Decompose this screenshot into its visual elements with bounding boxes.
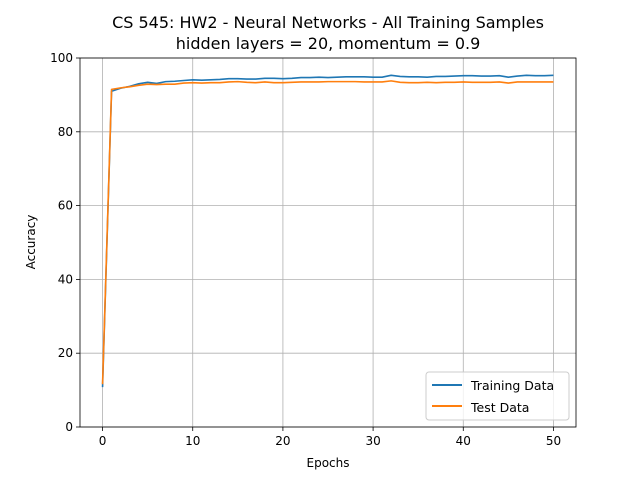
axis-ticks: 0 10 20 30 40 50 0 20 40 60 80 100: [50, 51, 561, 448]
training-data-line: [101, 74, 554, 388]
legend: Training Data Test Data: [425, 371, 570, 421]
x-tick-label: 40: [456, 434, 471, 448]
y-tick-label: 60: [58, 199, 73, 213]
y-tick-label: 100: [50, 51, 73, 65]
y-tick-label: 20: [58, 346, 73, 360]
x-tick-label: 10: [185, 434, 200, 448]
y-tick-label: 40: [58, 272, 73, 286]
x-tick-label: 0: [99, 434, 107, 448]
x-axis-label: Epochs: [307, 456, 350, 470]
test-data-line: [101, 80, 554, 385]
x-tick-label: 20: [275, 434, 290, 448]
y-tick-label: 80: [58, 125, 73, 139]
legend-label-test: Test Data: [470, 400, 529, 415]
plot-frame: [79, 57, 577, 428]
x-tick-label: 50: [546, 434, 561, 448]
legend-label-training: Training Data: [470, 378, 554, 393]
y-tick-label: 0: [65, 420, 73, 434]
y-axis-label: Accuracy: [24, 215, 38, 270]
chart-title: CS 545: HW2 - Neural Networks - All Trai…: [112, 13, 544, 32]
chart-subtitle: hidden layers = 20, momentum = 0.9: [176, 34, 481, 53]
series-lines: [101, 74, 554, 388]
x-tick-label: 30: [365, 434, 380, 448]
